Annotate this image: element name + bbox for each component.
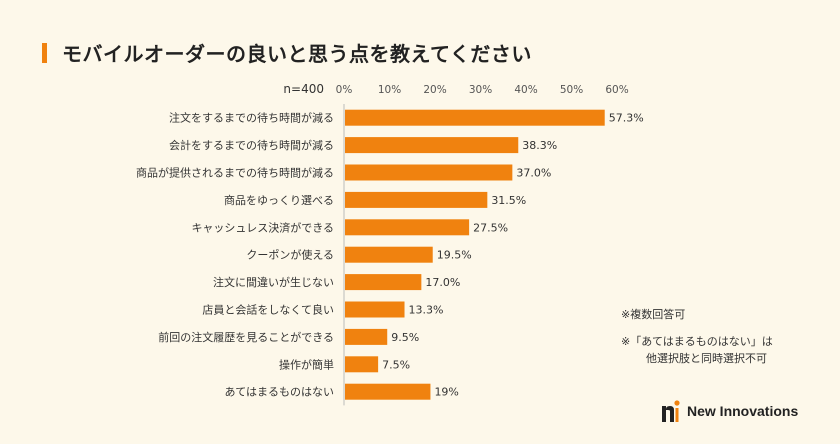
category-label: 操作が簡単 [279, 357, 334, 371]
bar [345, 246, 433, 263]
data-label: 17.0% [425, 276, 460, 289]
sample-size-label: n=400 [283, 82, 324, 96]
x-tick-label: 10% [378, 84, 401, 96]
title-accent-bar [42, 43, 47, 63]
data-label: 38.3% [522, 139, 557, 152]
category-label: クーポンが使える [246, 248, 334, 262]
bar [345, 191, 488, 208]
data-label: 7.5% [382, 358, 410, 371]
x-tick-label: 50% [560, 84, 583, 96]
data-label: 9.5% [391, 331, 419, 344]
bar [345, 328, 388, 345]
bar [345, 383, 431, 400]
category-label: 前回の注文履歴を見ることができる [158, 330, 334, 344]
data-label: 57.3% [609, 112, 644, 125]
brand-name: New Innovations [687, 403, 799, 419]
bar [345, 164, 513, 181]
bar [345, 219, 470, 236]
category-label: 商品をゆっくり選べる [224, 193, 334, 207]
data-label: 31.5% [491, 194, 526, 207]
data-label: 37.0% [516, 167, 551, 180]
note-multiple-answers: ※複数回答可 [621, 308, 686, 321]
brand-footer: New Innovations [662, 400, 798, 422]
ni-logo-icon [662, 400, 680, 422]
category-label: キャッシュレス決済ができる [191, 220, 334, 234]
x-tick-label: 30% [469, 84, 492, 96]
data-label: 19% [434, 386, 458, 399]
category-label: 店員と会話をしなくて良い [202, 303, 334, 317]
category-label: 注文に間違いが生じない [213, 275, 334, 289]
x-tick-label: 60% [605, 84, 628, 96]
data-label: 19.5% [437, 249, 472, 262]
note-none-applies: ※「あてはまるものはない」は [621, 335, 773, 348]
bar [345, 356, 379, 373]
data-label: 27.5% [473, 221, 508, 234]
x-tick-label: 20% [423, 84, 446, 96]
category-label: 商品が提供されるまでの待ち時間が減る [136, 166, 334, 180]
page-title: モバイルオーダーの良いと思う点を教えてください [62, 42, 532, 66]
bar [345, 274, 422, 291]
category-label: あてはまるものはない [224, 386, 334, 399]
category-label: 注文をするまでの待ち時間が減る [169, 111, 334, 125]
x-tick-label: 40% [514, 84, 537, 96]
bar [345, 137, 519, 154]
category-label: 会計をするまでの待ち時間が減る [169, 138, 334, 152]
data-label: 13.3% [409, 304, 444, 317]
x-tick-label: 0% [336, 84, 353, 96]
note-exclusive-choice: 他選択肢と同時選択不可 [646, 352, 767, 365]
bar [345, 109, 605, 126]
bar [345, 301, 405, 318]
